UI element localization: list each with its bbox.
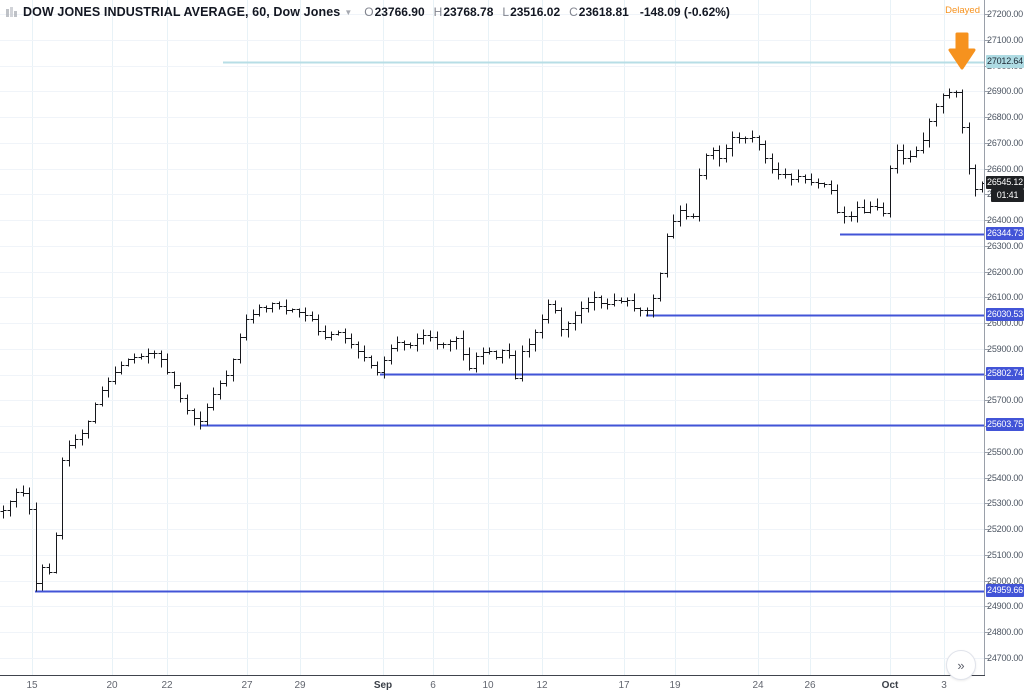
high-label: H [433, 5, 443, 19]
open-label: O [364, 5, 374, 19]
price-tick-label: 26200.00 [987, 267, 1023, 277]
price-tick-label: 24800.00 [987, 627, 1023, 637]
close-label: C [569, 5, 578, 19]
time-axis-label: Sep [373, 680, 393, 691]
delayed-badge: Delayed [945, 5, 980, 16]
price-tick-mark [985, 272, 989, 273]
time-axis-label: 15 [26, 680, 38, 691]
price-tick-mark [985, 194, 989, 195]
price-tick-label: 25200.00 [987, 524, 1023, 534]
price-tick-mark [985, 349, 989, 350]
price-tick-mark [985, 581, 989, 582]
time-axis-label: 12 [536, 680, 548, 691]
price-axis[interactable]: 27200.0027100.0027000.0026900.0026800.00… [984, 0, 1024, 675]
price-tick-label: 26400.00 [987, 215, 1023, 225]
price-tick-mark [985, 555, 989, 556]
price-tick-mark [985, 503, 989, 504]
scroll-right-button[interactable]: » [946, 650, 976, 680]
price-tick-label: 26300.00 [987, 241, 1023, 251]
price-tick-mark [985, 143, 989, 144]
time-axis-label: 22 [161, 680, 173, 691]
symbol-icon [6, 6, 17, 17]
chart-canvas[interactable]: DOW JONES INDUSTRIAL AVERAGE, 60, Dow Jo… [0, 0, 984, 675]
price-tick-mark [985, 632, 989, 633]
price-tick-mark [985, 529, 989, 530]
change-value: -148.09 (-0.62%) [639, 5, 730, 19]
price-tick-mark [985, 400, 989, 401]
time-axis-label: 10 [482, 680, 494, 691]
time-axis-label: 26 [804, 680, 816, 691]
bar-countdown-label: 01:41 [991, 189, 1024, 202]
time-axis-label: 24 [752, 680, 764, 691]
price-tick-mark [985, 478, 989, 479]
price-tick-label: 26900.00 [987, 86, 1023, 96]
level-price-label: 26030.53 [986, 308, 1024, 321]
price-tick-mark [985, 297, 989, 298]
time-axis-label: Oct [881, 680, 899, 691]
level-price-label: 25603.75 [986, 418, 1024, 431]
price-tick-label: 26800.00 [987, 112, 1023, 122]
double-chevron-right-icon: » [957, 657, 965, 673]
time-axis[interactable]: 15 20 22 27 29 Sep 6 10 12 17 19 24 26 Oct 3 [0, 675, 1024, 697]
ohlc-bars [0, 88, 984, 592]
level-price-label: 26344.73 [986, 227, 1024, 240]
time-axis-label: 3 [941, 680, 947, 691]
price-tick-label: 25000.00 [987, 576, 1023, 586]
price-tick-label: 25700.00 [987, 395, 1023, 405]
level-price-label: 24959.66 [986, 584, 1024, 597]
price-tick-mark [985, 91, 989, 92]
price-tick-label: 24700.00 [987, 653, 1023, 663]
chart-legend: DOW JONES INDUSTRIAL AVERAGE, 60, Dow Jo… [6, 5, 730, 19]
price-tick-mark [985, 169, 989, 170]
time-axis-label: 19 [669, 680, 681, 691]
price-tick-label: 27100.00 [987, 35, 1023, 45]
price-tick-mark [985, 14, 989, 15]
chevron-down-icon[interactable]: ▼ [344, 7, 353, 17]
price-tick-mark [985, 606, 989, 607]
time-axis-label: 29 [294, 680, 306, 691]
arrow-down-marker [948, 32, 976, 70]
level-price-label: 27012.64 [986, 55, 1024, 68]
price-tick-label: 26100.00 [987, 292, 1023, 302]
low-label: L [502, 5, 510, 19]
price-tick-label: 25100.00 [987, 550, 1023, 560]
price-tick-label: 26000.00 [987, 318, 1023, 328]
time-axis-label: 17 [618, 680, 630, 691]
price-tick-mark [985, 452, 989, 453]
price-tick-label: 26700.00 [987, 138, 1023, 148]
low-value: 23516.02 [510, 5, 561, 19]
time-axis-label: 6 [430, 680, 436, 691]
last-price-label: 26545.12 [986, 176, 1024, 189]
time-axis-label: 20 [106, 680, 118, 691]
price-tick-label: 27200.00 [987, 9, 1023, 19]
price-tick-label: 26600.00 [987, 164, 1023, 174]
ohlc-values: O 23766.90 H 23768.78 L 23516.02 C 23618.81 … [364, 5, 730, 19]
level-price-label: 25802.74 [986, 367, 1024, 380]
time-axis-label: 27 [241, 680, 253, 691]
time-axis-border [0, 675, 985, 676]
price-chart[interactable] [0, 0, 984, 675]
price-tick-mark [985, 40, 989, 41]
high-value: 23768.78 [443, 5, 494, 19]
price-tick-label: 25400.00 [987, 473, 1023, 483]
price-tick-mark [985, 117, 989, 118]
price-tick-mark [985, 658, 989, 659]
price-tick-mark [985, 220, 989, 221]
price-tick-label: 25300.00 [987, 498, 1023, 508]
price-tick-label: 24900.00 [987, 601, 1023, 611]
price-tick-label: 25900.00 [987, 344, 1023, 354]
price-tick-mark [985, 246, 989, 247]
symbol-title[interactable]: DOW JONES INDUSTRIAL AVERAGE, 60, Dow Jo… [23, 5, 341, 19]
close-value: 23618.81 [578, 5, 629, 19]
price-tick-label: 25500.00 [987, 447, 1023, 457]
price-tick-mark [985, 323, 989, 324]
open-value: 23766.90 [374, 5, 425, 19]
